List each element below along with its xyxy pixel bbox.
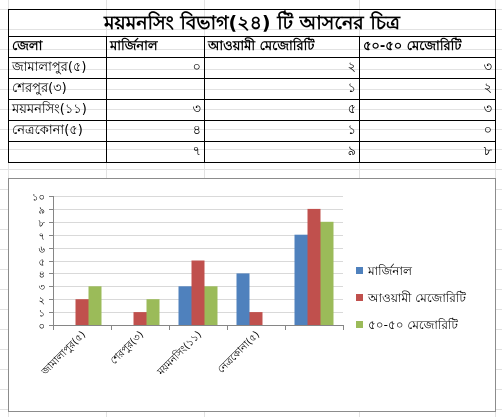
- table-row-total: ৭ ৯ ৮: [8, 141, 497, 163]
- y-tick-label: ১০: [32, 193, 45, 204]
- bar: [88, 286, 102, 325]
- legend-label: মার্জিনাল: [367, 264, 413, 278]
- table-cell[interactable]: ১: [204, 78, 360, 100]
- table-cell[interactable]: ৩: [358, 99, 497, 121]
- y-tick-label: ৮: [39, 219, 46, 230]
- y-tick-label: ৬: [38, 245, 45, 256]
- y-tick-label: ৩: [38, 283, 45, 294]
- table-cell[interactable]: ১: [204, 120, 360, 142]
- chart-container[interactable]: ০ ১ ২ ৩ ৪ ৫ ৬ ৭ ৮ ৯ ১০ জামালাপুর(৫) শেরপুর(৩) ময়মনসি…: [8, 178, 496, 412]
- bar: [75, 299, 89, 325]
- bar: [146, 299, 160, 325]
- bar: [133, 312, 147, 325]
- table-cell[interactable]: ৩: [106, 99, 205, 121]
- bar: [320, 221, 334, 325]
- table-cell[interactable]: ২: [358, 78, 497, 100]
- table-row: শেরপুর(৩) ১ ২: [8, 78, 497, 100]
- seat-table: ময়মনসিং বিভাগ(২৪) টি আসনের চিত্র জেলা ম…: [7, 9, 497, 163]
- table-cell[interactable]: ৩: [358, 57, 497, 79]
- table-cell[interactable]: ২: [204, 57, 360, 79]
- table-cell[interactable]: ০: [106, 57, 205, 79]
- y-tick-label: ৭: [38, 232, 45, 243]
- y-tick-label: ৪: [39, 270, 46, 281]
- bar: [178, 286, 192, 325]
- x-tick-label: জামালাপুর(৫): [39, 329, 88, 378]
- legend-label: আওয়ামী মেজোরিটি: [367, 291, 466, 305]
- bar: [191, 260, 205, 325]
- table-cell[interactable]: ০: [358, 120, 497, 142]
- table-cell[interactable]: ৮: [358, 141, 497, 163]
- legend-label: ৫০-৫০ মেজোরিটি: [368, 318, 458, 332]
- header-cell[interactable]: ৫০-৫০ মেজোরিটি: [358, 36, 497, 58]
- y-tick-label: ৯: [39, 206, 46, 217]
- bar: [307, 208, 321, 325]
- bar-chart: ০ ১ ২ ৩ ৪৫ ৬ ৭ ৮ ৯ ১০ জামালাপুর(৫) শেরপুর(৩) ময়মনসি…: [32, 193, 466, 379]
- table-cell[interactable]: [8, 141, 107, 163]
- table-row: নেত্রকোনা(৫) ৪ ১ ০: [8, 120, 497, 142]
- table-cell[interactable]: ময়মনসিং(১১): [8, 99, 107, 121]
- table-cell[interactable]: নেত্রকোনা(৫): [8, 120, 107, 142]
- header-cell[interactable]: মার্জিনাল: [106, 36, 205, 58]
- table-title[interactable]: ময়মনসিং বিভাগ(২৪) টি আসনের চিত্র: [7, 9, 497, 37]
- x-tick-label: শেরপুর(৩): [109, 329, 147, 367]
- table-header-row: জেলা মার্জিনাল আওয়ামী মেজোরিটি ৫০-৫০ মে…: [8, 36, 497, 58]
- table-title-row: ময়মনসিং বিভাগ(২৪) টি আসনের চিত্র: [7, 9, 497, 37]
- table-cell[interactable]: শেরপুর(৩): [8, 78, 107, 100]
- table-cell[interactable]: ৫: [204, 99, 360, 121]
- table-cell[interactable]: [106, 78, 205, 100]
- bar: [204, 286, 218, 325]
- y-tick-label: ০: [38, 322, 45, 333]
- legend-swatch: [356, 321, 363, 328]
- table-cell[interactable]: ৪: [106, 120, 205, 142]
- x-tick-label: নেত্রকোনা(৫): [216, 329, 262, 375]
- header-cell[interactable]: জেলা: [8, 36, 107, 58]
- table-cell[interactable]: ৯: [204, 141, 360, 163]
- table-cell[interactable]: ৭: [106, 141, 205, 163]
- y-tick-label: ১: [39, 309, 46, 320]
- y-tick-label: ২: [38, 296, 45, 307]
- bar: [294, 234, 308, 325]
- x-tick-label: ময়মনসিং(১১): [154, 329, 204, 379]
- y-tick-label: ৫: [39, 258, 46, 269]
- header-cell[interactable]: আওয়ামী মেজোরিটি: [204, 36, 360, 58]
- table-row: ময়মনসিং(১১) ৩ ৫ ৩: [8, 99, 497, 121]
- legend-swatch: [356, 294, 363, 301]
- legend-swatch: [356, 267, 363, 274]
- table-cell[interactable]: জামালাপুর(৫): [8, 57, 107, 79]
- bar: [236, 273, 250, 325]
- bar: [249, 312, 263, 325]
- table-row: জামালাপুর(৫) ০ ২ ৩: [8, 57, 497, 79]
